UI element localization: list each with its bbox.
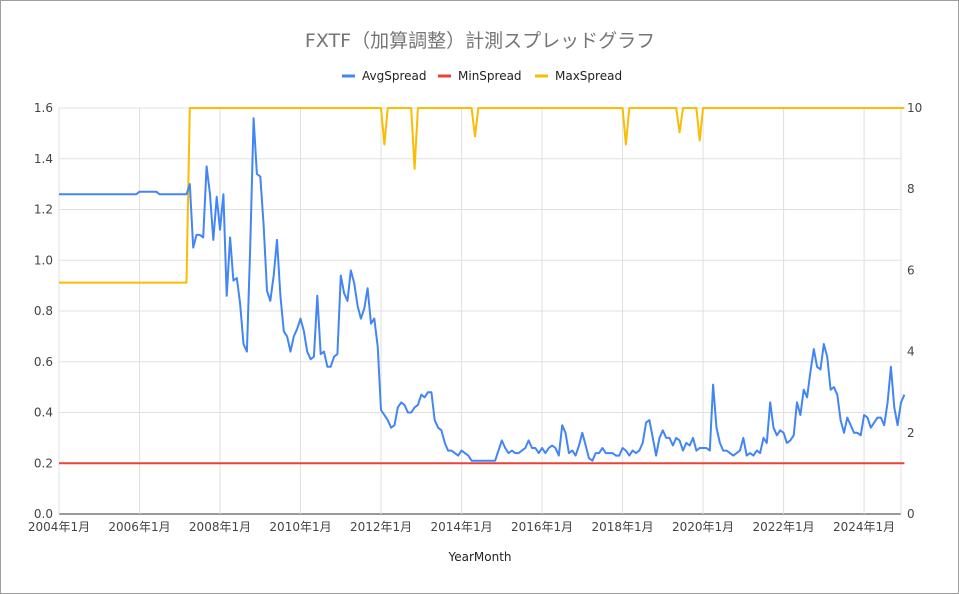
y-right-tick-label: 6 — [907, 263, 915, 277]
y-right-tick-label: 2 — [907, 426, 915, 440]
y-right-tick-label: 8 — [907, 182, 915, 196]
x-tick-label: 2024年1月 — [833, 520, 895, 534]
y-left-tick-label: 0.4 — [34, 406, 53, 420]
x-tick-label: 2004年1月 — [28, 520, 90, 534]
series-line-maxspread — [59, 107, 905, 284]
legend-label: MaxSpread — [555, 69, 622, 83]
y-left-tick-label: 1.2 — [34, 203, 53, 217]
gridlines — [58, 107, 902, 515]
y-right-tick-label: 10 — [907, 101, 922, 115]
x-axis: 2004年1月 2006年1月 2008年1月 2010年1月 2012年1月 2014年… — [28, 520, 895, 534]
y-left-tick-label: 0.0 — [34, 507, 53, 521]
y-left-tick-label: 1.4 — [34, 152, 53, 166]
y-left-tick-label: 0.6 — [34, 355, 53, 369]
y-left-tick-label: 1.6 — [34, 101, 53, 115]
legend-label: AvgSpread — [362, 69, 426, 83]
series-line-avgspread — [59, 117, 906, 462]
x-axis-label: YearMonth — [447, 550, 511, 564]
y-right-tick-label: 4 — [907, 345, 915, 359]
series-lines — [59, 107, 906, 465]
x-tick-label: 2014年1月 — [430, 520, 492, 534]
y-left-tick-label: 1.0 — [34, 253, 53, 267]
x-tick-label: 2008年1月 — [189, 520, 251, 534]
chart-title: FXTF（加算調整）計測スプレッドグラフ — [305, 30, 655, 52]
x-tick-label: 2006年1月 — [108, 520, 170, 534]
x-tick-label: 2012年1月 — [350, 520, 412, 534]
y-left-tick-label: 0.2 — [34, 456, 53, 470]
x-tick-label: 2022年1月 — [752, 520, 814, 534]
legend-label: MinSpread — [458, 69, 522, 83]
y-right-tick-label: 0 — [907, 507, 915, 521]
right-y-axis: 0 2 4 6 8 10 — [907, 101, 922, 521]
left-y-axis: 0.0 0.2 0.4 0.6 0.8 1.0 1.2 1.4 1.6 — [34, 101, 53, 521]
x-tick-label: 2018年1月 — [591, 520, 653, 534]
x-tick-label: 2020年1月 — [672, 520, 734, 534]
legend: AvgSpread MinSpread MaxSpread — [342, 69, 622, 83]
x-tick-label: 2016年1月 — [511, 520, 573, 534]
y-left-tick-label: 0.8 — [34, 304, 53, 318]
x-tick-label: 2010年1月 — [269, 520, 331, 534]
